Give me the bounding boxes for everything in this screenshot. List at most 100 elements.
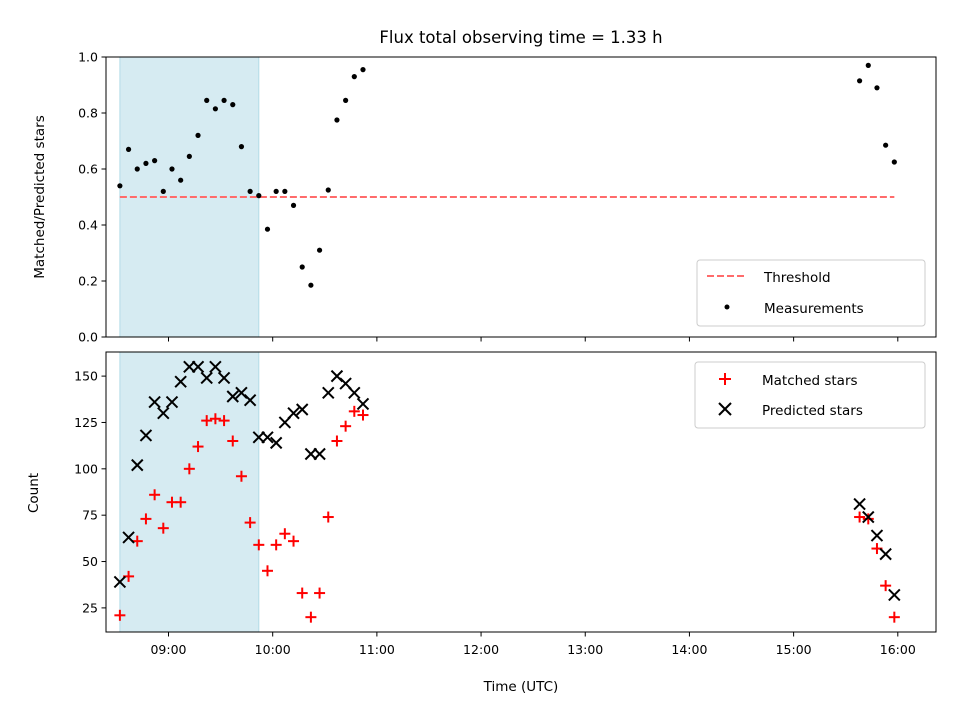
legend-threshold-label: Threshold bbox=[763, 270, 831, 286]
measurement-point bbox=[169, 166, 175, 172]
x-tick-label: 13:00 bbox=[567, 642, 603, 657]
predicted-star-marker bbox=[131, 458, 144, 472]
matched-star-marker bbox=[279, 528, 291, 540]
matched-star-marker bbox=[183, 463, 195, 475]
predicted-star-marker bbox=[322, 386, 335, 400]
measurement-point bbox=[273, 188, 279, 194]
x-tick-label: 14:00 bbox=[671, 642, 707, 657]
matched-star-marker bbox=[862, 513, 874, 525]
predicted-star-marker bbox=[243, 394, 257, 407]
matched-stars-points bbox=[114, 405, 900, 623]
predicted-star-marker bbox=[870, 529, 884, 542]
x-tick-label: 10:00 bbox=[255, 642, 291, 657]
measurement-point bbox=[247, 188, 253, 194]
predicted-star-marker bbox=[217, 371, 231, 385]
predicted-star-marker bbox=[313, 447, 326, 461]
top-legend: Threshold Measurements bbox=[696, 259, 926, 327]
bottom-y-tick-label: 100 bbox=[74, 461, 98, 476]
measurement-point bbox=[351, 74, 357, 80]
measurement-point bbox=[195, 132, 201, 138]
legend-predicted-swatch bbox=[718, 402, 732, 416]
matched-star-marker bbox=[322, 511, 334, 523]
measurement-point bbox=[282, 188, 288, 194]
legend-matched-label: Matched stars bbox=[762, 373, 858, 389]
chart-title: Flux total observing time = 1.33 h bbox=[379, 28, 662, 47]
x-tick-label: 15:00 bbox=[776, 642, 812, 657]
measurement-point bbox=[316, 247, 323, 253]
top-y-tick-label: 0.4 bbox=[78, 218, 98, 233]
matched-star-marker bbox=[227, 435, 239, 447]
measurement-point bbox=[238, 144, 245, 150]
predicted-star-marker bbox=[862, 510, 875, 524]
predicted-star-marker bbox=[174, 375, 187, 388]
measurement-points bbox=[117, 62, 897, 288]
bottom-shaded-region bbox=[119, 351, 260, 633]
matched-star-marker bbox=[288, 535, 300, 547]
measurement-point bbox=[230, 102, 236, 108]
matched-star-marker bbox=[149, 489, 161, 501]
measurement-point bbox=[221, 97, 227, 103]
predicted-star-marker bbox=[296, 403, 309, 416]
predicted-star-marker bbox=[148, 395, 161, 409]
measurement-point bbox=[343, 97, 349, 103]
measurement-point bbox=[186, 153, 192, 159]
measurement-point bbox=[125, 146, 132, 152]
predicted-star-marker bbox=[287, 406, 300, 420]
matched-star-marker bbox=[880, 580, 892, 592]
predicted-stars-points bbox=[113, 360, 901, 602]
measurement-point bbox=[212, 106, 218, 112]
matched-star-marker bbox=[140, 513, 152, 525]
matched-star-marker bbox=[218, 415, 230, 427]
matched-star-marker bbox=[209, 413, 221, 425]
matched-star-marker bbox=[253, 539, 265, 551]
matched-star-marker bbox=[888, 611, 900, 623]
matched-star-marker bbox=[157, 522, 169, 534]
predicted-star-marker bbox=[209, 360, 222, 374]
predicted-star-marker bbox=[122, 531, 135, 544]
measurement-point bbox=[117, 183, 123, 189]
measurement-point bbox=[204, 97, 210, 103]
bottom-y-ticks: 25 50 75 100 125 150 bbox=[74, 369, 106, 615]
measurement-point bbox=[865, 62, 871, 68]
bottom-x-ticks: 09:00 10:00 11:00 12:00 13:00 14:00 15:00 16:00 bbox=[150, 632, 916, 657]
bottom-y-axis-label: Count bbox=[26, 473, 42, 513]
matched-star-marker bbox=[305, 611, 317, 623]
top-y-tick-label: 0.6 bbox=[78, 162, 98, 177]
predicted-star-marker bbox=[157, 406, 170, 420]
matched-star-marker bbox=[854, 511, 866, 523]
legend-measurements-swatch bbox=[724, 304, 730, 310]
legend-predicted-label: Predicted stars bbox=[762, 403, 863, 419]
x-tick-label: 16:00 bbox=[880, 642, 916, 657]
measurement-point bbox=[160, 188, 166, 194]
matched-star-marker bbox=[296, 587, 308, 599]
legend-matched-swatch bbox=[719, 373, 731, 385]
top-y-tick-label: 0.8 bbox=[78, 106, 98, 121]
measurement-point bbox=[334, 117, 340, 123]
top-x-ticks bbox=[168, 337, 899, 342]
matched-star-marker bbox=[348, 405, 360, 417]
bottom-panel: 09:00 10:00 11:00 12:00 13:00 14:00 15:00 16:00… bbox=[26, 351, 937, 695]
top-y-tick-label: 0.0 bbox=[78, 330, 98, 345]
bottom-y-tick-label: 75 bbox=[82, 508, 98, 523]
predicted-star-marker bbox=[348, 386, 361, 400]
predicted-star-marker bbox=[191, 360, 205, 374]
bottom-y-tick-label: 50 bbox=[82, 554, 98, 569]
measurement-point bbox=[325, 187, 331, 193]
matched-star-marker bbox=[114, 609, 126, 621]
measurement-point bbox=[299, 264, 305, 270]
measurement-point bbox=[308, 282, 314, 288]
bottom-legend-frame bbox=[694, 361, 926, 429]
matched-star-marker bbox=[261, 565, 273, 577]
measurement-point bbox=[874, 85, 880, 91]
x-tick-label: 11:00 bbox=[359, 642, 395, 657]
measurement-point bbox=[360, 67, 366, 73]
predicted-star-marker bbox=[356, 397, 370, 411]
predicted-star-marker bbox=[226, 390, 239, 403]
predicted-star-marker bbox=[200, 371, 213, 385]
measurement-point bbox=[290, 202, 297, 208]
predicted-star-marker bbox=[165, 395, 179, 409]
top-legend-frame bbox=[696, 259, 926, 327]
x-tick-label: 09:00 bbox=[150, 642, 186, 657]
predicted-star-marker bbox=[269, 436, 283, 450]
predicted-star-marker bbox=[888, 588, 901, 602]
